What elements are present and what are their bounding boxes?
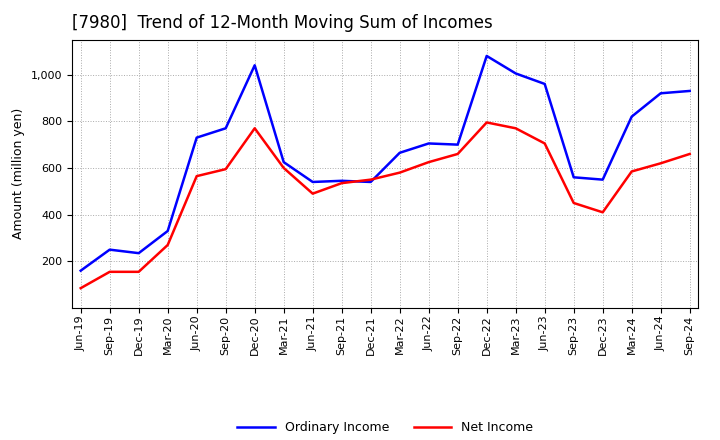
Ordinary Income: [570, 175, 578, 180]
Legend: Ordinary Income, Net Income: Ordinary Income, Net Income: [232, 416, 539, 439]
Net Income: [627, 169, 636, 174]
Ordinary Income: [627, 114, 636, 119]
Ordinary Income: [598, 177, 607, 182]
Net Income: [541, 141, 549, 146]
Net Income: [76, 286, 85, 291]
Net Income: [105, 269, 114, 275]
Net Income: [221, 166, 230, 172]
Net Income: [251, 126, 259, 131]
Ordinary Income: [685, 88, 694, 94]
Net Income: [163, 242, 172, 248]
Ordinary Income: [657, 91, 665, 96]
Ordinary Income: [251, 62, 259, 68]
Ordinary Income: [338, 178, 346, 183]
Text: [7980]  Trend of 12-Month Moving Sum of Incomes: [7980] Trend of 12-Month Moving Sum of I…: [72, 15, 492, 33]
Ordinary Income: [192, 135, 201, 140]
Ordinary Income: [366, 180, 375, 185]
Ordinary Income: [395, 150, 404, 155]
Net Income: [395, 170, 404, 175]
Ordinary Income: [105, 247, 114, 252]
Y-axis label: Amount (million yen): Amount (million yen): [12, 108, 25, 239]
Line: Net Income: Net Income: [81, 122, 690, 288]
Net Income: [424, 159, 433, 165]
Ordinary Income: [454, 142, 462, 147]
Ordinary Income: [511, 71, 520, 76]
Ordinary Income: [308, 180, 317, 185]
Net Income: [511, 126, 520, 131]
Net Income: [135, 269, 143, 275]
Ordinary Income: [424, 141, 433, 146]
Ordinary Income: [221, 126, 230, 131]
Net Income: [570, 200, 578, 205]
Ordinary Income: [541, 81, 549, 87]
Net Income: [192, 173, 201, 179]
Ordinary Income: [482, 53, 491, 59]
Net Income: [366, 177, 375, 182]
Net Income: [657, 161, 665, 166]
Net Income: [279, 165, 288, 171]
Net Income: [482, 120, 491, 125]
Net Income: [685, 151, 694, 157]
Net Income: [454, 151, 462, 157]
Net Income: [338, 180, 346, 186]
Line: Ordinary Income: Ordinary Income: [81, 56, 690, 271]
Ordinary Income: [135, 250, 143, 256]
Ordinary Income: [76, 268, 85, 273]
Ordinary Income: [163, 228, 172, 234]
Net Income: [598, 210, 607, 215]
Net Income: [308, 191, 317, 196]
Ordinary Income: [279, 159, 288, 165]
